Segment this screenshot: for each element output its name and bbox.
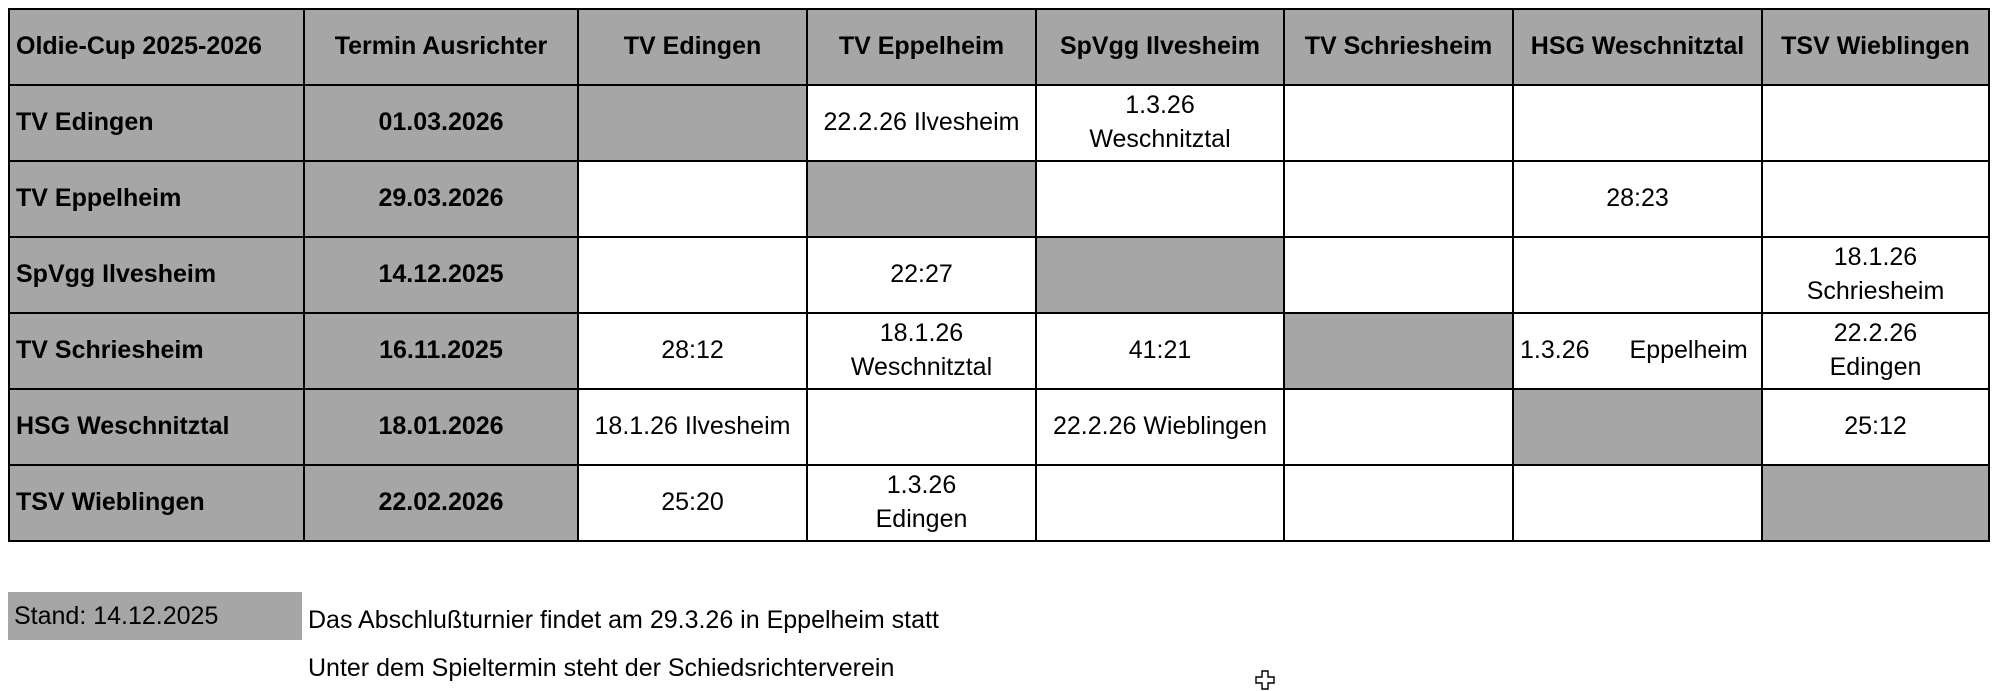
match-cell[interactable]: 25:12 (1761, 388, 1990, 466)
match-cell[interactable] (1761, 84, 1990, 162)
row-team-cell[interactable]: HSG Weschnitztal (8, 388, 305, 466)
final-tournament-note[interactable]: Das Abschlußturnier findet am 29.3.26 in… (308, 606, 939, 634)
row-team-cell[interactable]: TV Eppelheim (8, 160, 305, 238)
self-match-cell[interactable] (1512, 388, 1763, 466)
self-match-cell[interactable] (577, 84, 808, 162)
row-team-cell[interactable]: SpVgg Ilvesheim (8, 236, 305, 314)
match-cell[interactable] (1283, 388, 1514, 466)
termin-cell[interactable]: 18.01.2026 (303, 388, 579, 466)
match-cell[interactable]: 22.2.26 Edingen (1761, 312, 1990, 390)
match-cell[interactable]: 22.2.26 Wieblingen (1035, 388, 1285, 466)
corner-cell[interactable]: Oldie-Cup 2025-2026 (8, 8, 305, 86)
match-cell[interactable]: 28:23 (1512, 160, 1763, 238)
column-header-tv-edingen[interactable]: TV Edingen (577, 8, 808, 86)
match-cell[interactable] (1283, 84, 1514, 162)
termin-cell[interactable]: 14.12.2025 (303, 236, 579, 314)
self-match-cell[interactable] (1761, 464, 1990, 542)
match-cell[interactable] (1035, 464, 1285, 542)
match-cell[interactable]: 22.2.26 Ilvesheim (806, 84, 1037, 162)
match-cell[interactable]: 25:20 (577, 464, 808, 542)
column-header-spvgg-ilvesheim[interactable]: SpVgg Ilvesheim (1035, 8, 1285, 86)
self-match-cell[interactable] (1283, 312, 1514, 390)
match-cell[interactable] (1283, 464, 1514, 542)
row-team-cell[interactable]: TV Schriesheim (8, 312, 305, 390)
match-cell[interactable] (1761, 160, 1990, 238)
match-cell[interactable] (1035, 160, 1285, 238)
match-cell[interactable] (577, 236, 808, 314)
termin-header-cell[interactable]: Termin Ausrichter (303, 8, 579, 86)
match-cell[interactable]: 41:21 (1035, 312, 1285, 390)
match-cell[interactable] (1512, 464, 1763, 542)
termin-cell[interactable]: 16.11.2025 (303, 312, 579, 390)
match-cell[interactable]: 1.3.26 Edingen (806, 464, 1037, 542)
match-cell[interactable]: 22:27 (806, 236, 1037, 314)
row-team-cell[interactable]: TV Edingen (8, 84, 305, 162)
column-header-hsg-weschnitztal[interactable]: HSG Weschnitztal (1512, 8, 1763, 86)
table-row: TSV Wieblingen 22.02.2026 25:20 1.3.26 Ed… (8, 464, 1990, 542)
header-row: Oldie-Cup 2025-2026 Termin Ausrichter TV… (8, 8, 1990, 86)
termin-cell[interactable]: 29.03.2026 (303, 160, 579, 238)
match-cell[interactable] (1283, 160, 1514, 238)
match-cell[interactable]: 18.1.26 Schriesheim (1761, 236, 1990, 314)
column-header-tsv-wieblingen[interactable]: TSV Wieblingen (1761, 8, 1990, 86)
table-row: TV Eppelheim 29.03.2026 28:23 (8, 160, 1990, 238)
column-header-tv-eppelheim[interactable]: TV Eppelheim (806, 8, 1037, 86)
termin-cell[interactable]: 22.02.2026 (303, 464, 579, 542)
self-match-cell[interactable] (1035, 236, 1285, 314)
match-cell[interactable] (806, 388, 1037, 466)
spreadsheet-table: Oldie-Cup 2025-2026 Termin Ausrichter TV… (8, 8, 1990, 542)
stand-date-cell[interactable]: Stand: 14.12.2025 (8, 592, 302, 640)
match-cell[interactable] (1512, 236, 1763, 314)
match-cell[interactable]: 1.3.26 Eppelheim (1512, 312, 1763, 390)
column-header-tv-schriesheim[interactable]: TV Schriesheim (1283, 8, 1514, 86)
table-row: TV Schriesheim 16.11.2025 28:12 18.1.26 W… (8, 312, 1990, 390)
match-cell[interactable]: 1.3.26 Weschnitztal (1035, 84, 1285, 162)
match-cell[interactable] (1512, 84, 1763, 162)
termin-cell[interactable]: 01.03.2026 (303, 84, 579, 162)
match-cell[interactable]: 28:12 (577, 312, 808, 390)
match-cell[interactable] (1283, 236, 1514, 314)
self-match-cell[interactable] (806, 160, 1037, 238)
match-cell[interactable]: 18.1.26 Weschnitztal (806, 312, 1037, 390)
cell-select-cross-cursor-icon (1255, 670, 1275, 690)
row-team-cell[interactable]: TSV Wieblingen (8, 464, 305, 542)
referee-note[interactable]: Unter dem Spieltermin steht der Schiedsr… (308, 654, 895, 682)
table-row: TV Edingen 01.03.2026 22.2.26 Ilvesheim … (8, 84, 1990, 162)
match-cell[interactable] (577, 160, 808, 238)
table-row: SpVgg Ilvesheim 14.12.2025 22:27 18.1.26… (8, 236, 1990, 314)
match-cell[interactable]: 18.1.26 Ilvesheim (577, 388, 808, 466)
table-row: HSG Weschnitztal 18.01.2026 18.1.26 Ilve… (8, 388, 1990, 466)
